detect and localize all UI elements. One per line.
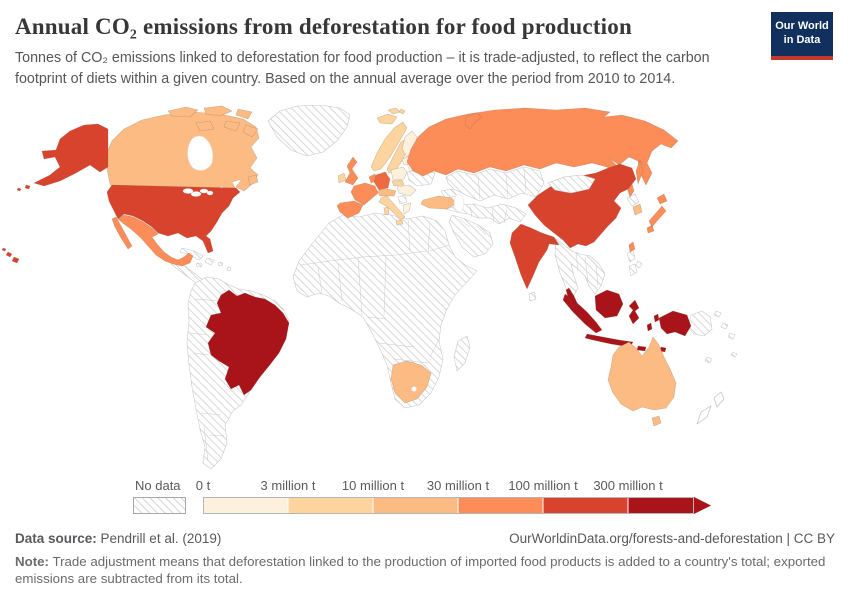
country-lesotho — [411, 386, 417, 392]
country-philippines — [626, 249, 643, 277]
legend-bin-separators — [287, 497, 629, 514]
legend-tick-5: 300 million t — [593, 478, 663, 493]
chart-container: Annual CO₂ emissions from deforestation … — [0, 0, 850, 586]
legend-tick-4: 100 million t — [508, 478, 578, 493]
region-pacific-islands — [704, 351, 738, 364]
data-source: Data source: Pendrill et al. (2019) — [15, 531, 221, 546]
country-japan[interactable] — [646, 193, 668, 234]
great-lakes — [182, 188, 214, 197]
legend-tick-3: 30 million t — [426, 478, 490, 493]
country-brazil[interactable] — [205, 289, 290, 396]
legend-bin-3[interactable] — [458, 497, 543, 514]
country-papua-new-guinea — [687, 310, 736, 340]
legend-colorbar — [203, 497, 711, 514]
legend-bin-5[interactable] — [628, 497, 694, 514]
country-sri-lanka — [528, 291, 537, 302]
region-africa — [292, 212, 478, 409]
country-norway[interactable] — [370, 107, 408, 172]
country-turkey[interactable] — [420, 195, 457, 210]
country-greenland — [267, 105, 351, 157]
country-canada[interactable] — [105, 105, 260, 194]
owid-logo-line1: Our World — [775, 20, 829, 32]
country-spain[interactable] — [336, 200, 364, 219]
country-south-africa[interactable] — [390, 360, 432, 404]
owid-logo-line2: in Data — [783, 34, 821, 47]
region-balkans-west — [397, 194, 408, 205]
chart-subtitle: Tonnes of CO₂ emissions linked to defore… — [15, 50, 710, 88]
world-map — [0, 105, 850, 475]
country-italy[interactable] — [378, 195, 406, 226]
country-germany[interactable] — [373, 171, 391, 191]
country-united-kingdom[interactable] — [344, 156, 359, 186]
page-title: Annual CO₂ emissions from deforestation … — [15, 14, 632, 39]
region-mainland-southeast-asia — [554, 238, 606, 298]
owid-logo[interactable]: Our World in Data — [771, 12, 833, 60]
country-united-states[interactable] — [1, 123, 241, 264]
country-new-zealand[interactable] — [696, 391, 725, 425]
map-legend: No data 0 t 3 million t 10 million t 30 … — [133, 478, 733, 518]
country-greece[interactable] — [402, 202, 412, 215]
legend-bar-border — [203, 497, 694, 514]
country-jamaica — [195, 262, 203, 268]
legend-tick-2: 10 million t — [341, 478, 405, 493]
footnote-label: Note: — [15, 554, 49, 569]
country-mongolia-overlay[interactable] — [547, 174, 596, 194]
country-czechia-slovakia[interactable] — [391, 179, 405, 187]
country-india[interactable] — [509, 223, 560, 290]
footer: Data source: Pendrill et al. (2019) OurW… — [15, 531, 835, 546]
legend-bin-4[interactable] — [543, 497, 628, 514]
legend-bin-1[interactable] — [288, 497, 373, 514]
legend-no-data-label: No data — [135, 478, 181, 493]
hatched-country-borders — [190, 168, 599, 462]
country-australia[interactable] — [607, 336, 677, 427]
country-indonesia[interactable] — [562, 287, 692, 353]
legend-tick-1: 3 million t — [260, 478, 316, 493]
country-mexico[interactable] — [111, 214, 194, 267]
owid-link[interactable]: OurWorldinData.org/forests-and-deforesta… — [509, 531, 835, 546]
country-ireland[interactable] — [337, 172, 347, 184]
country-iceland[interactable] — [376, 113, 398, 125]
region-middle-east — [445, 203, 527, 225]
data-source-value: Pendrill et al. (2019) — [96, 531, 222, 546]
country-cuba — [179, 247, 204, 261]
footnote: Note: Trade adjustment means that defore… — [15, 554, 835, 587]
country-france[interactable] — [350, 182, 379, 206]
caspian-sea — [453, 193, 465, 213]
hudson-bay — [187, 135, 213, 171]
country-north-korea — [626, 193, 640, 207]
footnote-text: Trade adjustment means that deforestatio… — [15, 554, 826, 586]
country-russia[interactable] — [406, 107, 679, 198]
region-lesser-antilles — [217, 261, 232, 272]
country-madagascar — [453, 335, 471, 372]
region-arabia — [448, 214, 494, 258]
owid-logo-red-bar — [771, 56, 833, 60]
country-south-korea[interactable] — [632, 203, 643, 216]
data-source-label: Data source: — [15, 531, 97, 546]
legend-bin-0[interactable] — [203, 497, 288, 514]
country-hungary-romania[interactable] — [396, 184, 417, 197]
country-poland[interactable] — [390, 166, 408, 181]
legend-arrowhead — [694, 497, 711, 514]
country-hispaniola — [204, 257, 215, 266]
legend-tick-0: 0 t — [195, 478, 211, 493]
country-alpine[interactable] — [376, 188, 397, 197]
legend-bin-2[interactable] — [373, 497, 458, 514]
country-taiwan[interactable] — [628, 241, 636, 253]
no-data-swatch[interactable] — [133, 497, 186, 514]
